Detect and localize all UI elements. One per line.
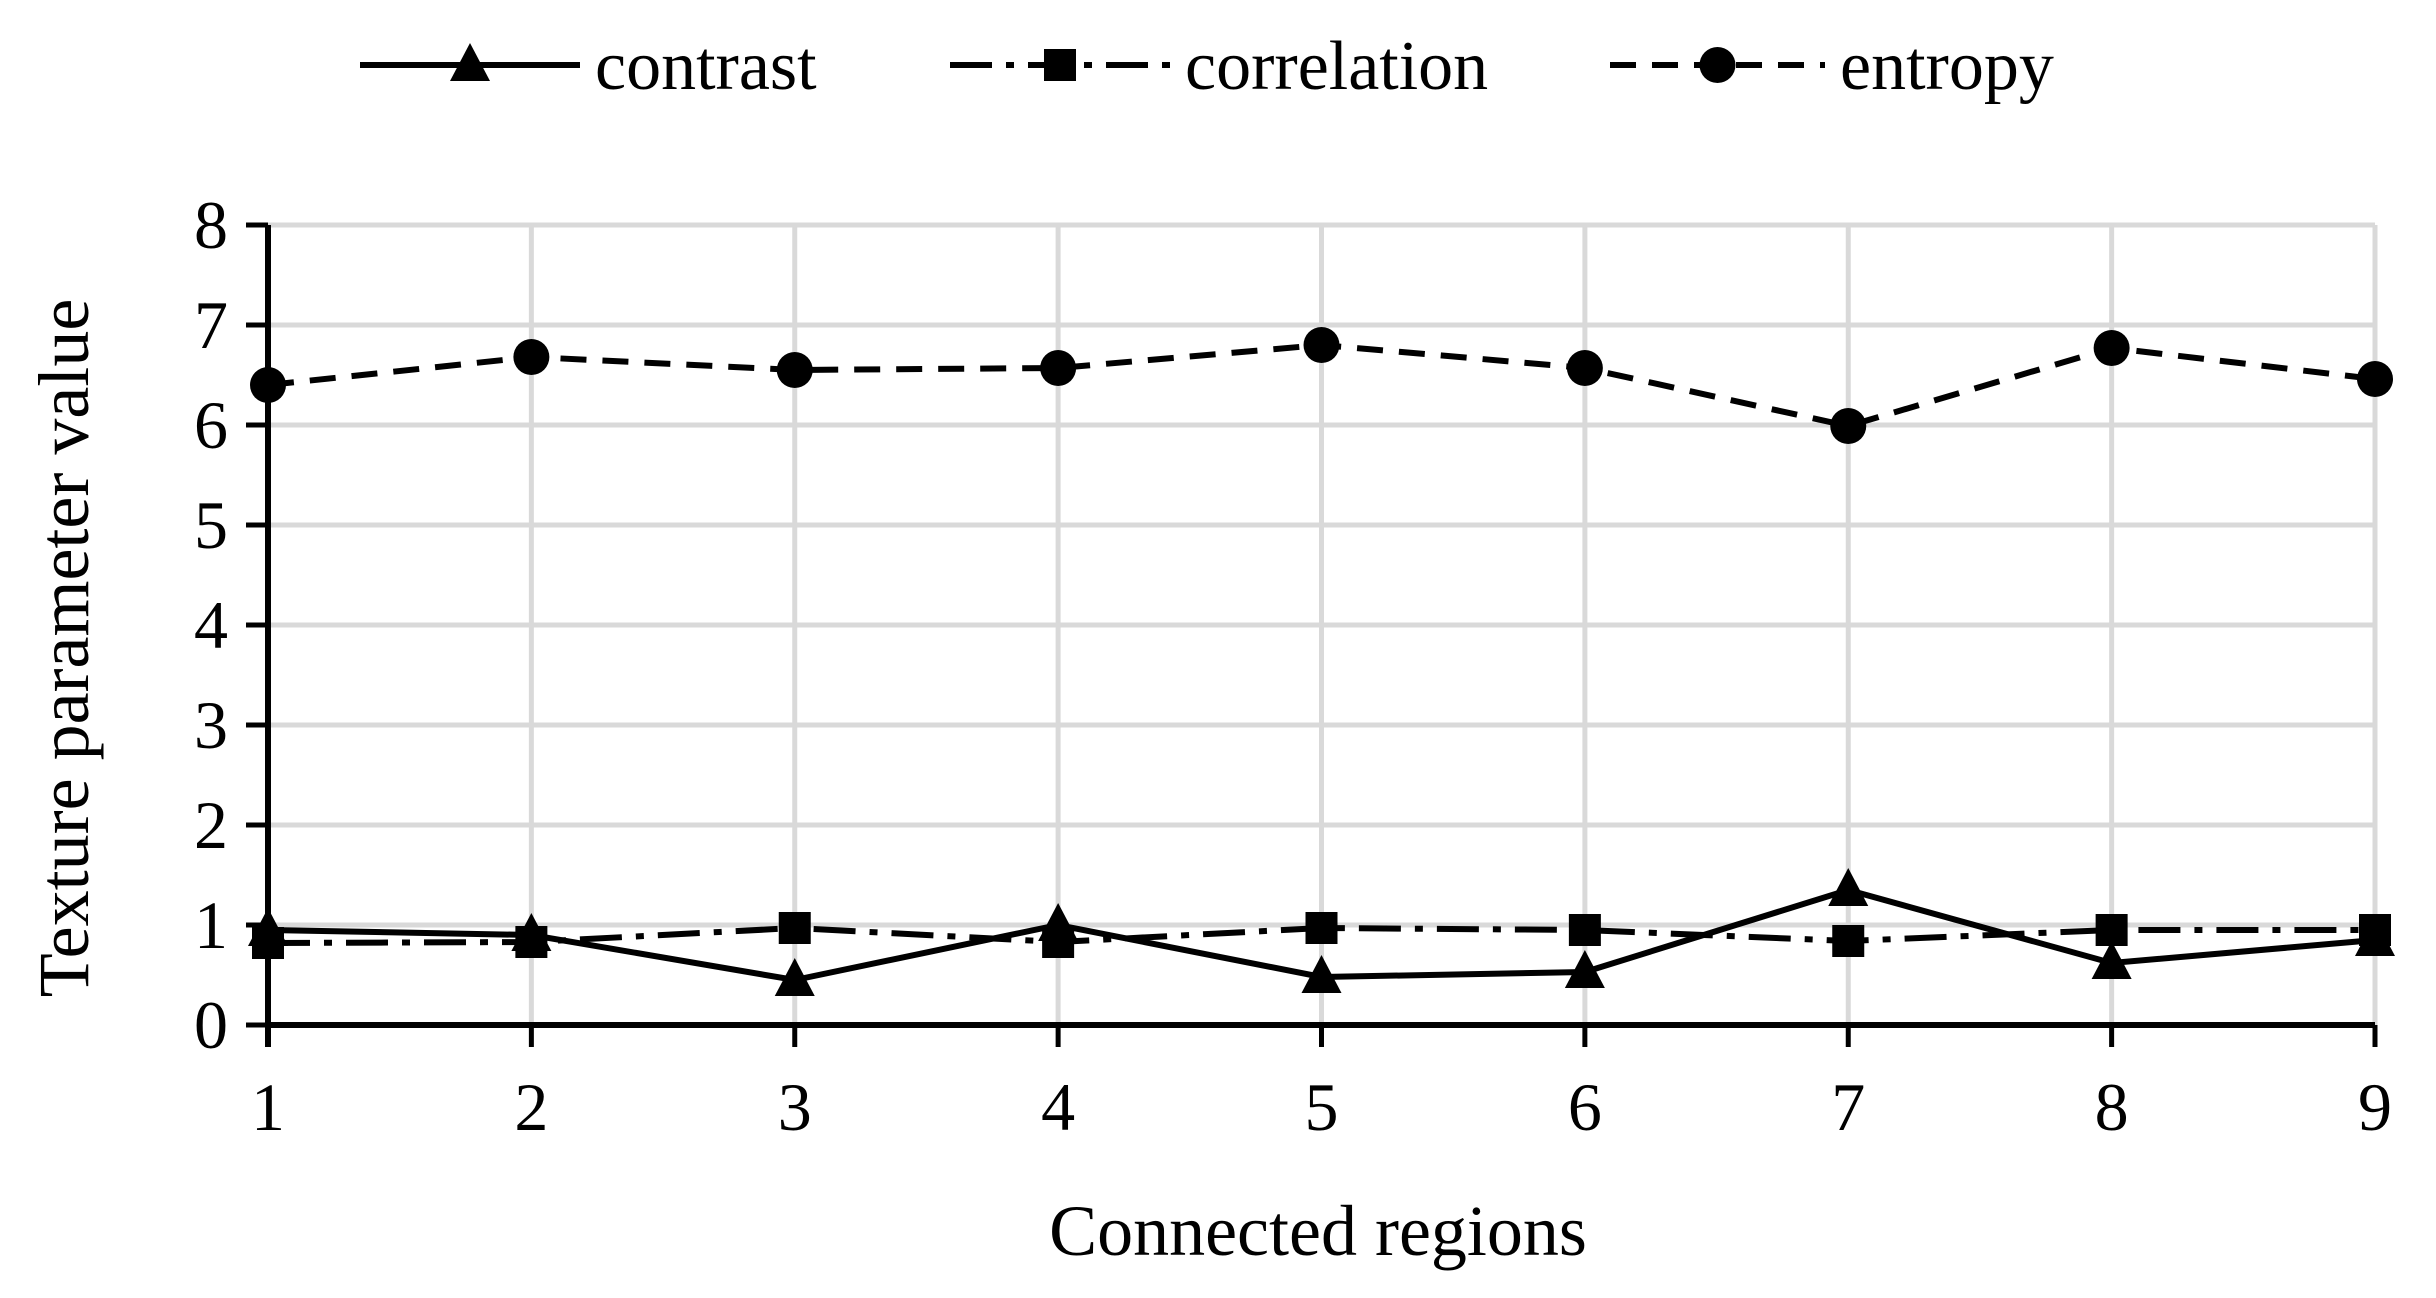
legend-marker-contrast — [450, 43, 490, 81]
x-tick-label: 3 — [778, 1069, 812, 1145]
x-tick-label: 8 — [2095, 1069, 2129, 1145]
data-point-contrast — [1828, 868, 1869, 906]
x-tick-label: 1 — [251, 1069, 285, 1145]
y-tick-label: 1 — [194, 887, 228, 963]
legend-item-contrast: contrast — [360, 28, 817, 105]
data-point-contrast — [774, 958, 815, 996]
y-tick-label: 3 — [194, 687, 228, 763]
series-entropy — [250, 327, 2393, 444]
legend-label-entropy: entropy — [1840, 28, 2054, 105]
data-point-entropy — [2093, 330, 2130, 366]
data-point-correlation — [2359, 914, 2391, 946]
data-point-entropy — [1303, 327, 1340, 363]
y-tick-label: 7 — [194, 287, 228, 363]
data-point-correlation — [515, 926, 548, 958]
y-tick-label: 8 — [194, 187, 228, 263]
data-point-entropy — [2357, 361, 2393, 397]
data-point-correlation — [1568, 914, 1601, 946]
data-point-entropy — [1830, 408, 1867, 444]
legend-item-correlation: correlation — [950, 28, 1488, 105]
x-tick-label: 7 — [1831, 1069, 1865, 1145]
x-tick-label: 6 — [1568, 1069, 1602, 1145]
y-tick-label: 6 — [194, 387, 228, 463]
data-point-entropy — [513, 339, 550, 375]
data-point-correlation — [778, 912, 811, 944]
x-tick-label: 9 — [2358, 1069, 2392, 1145]
series-layer — [248, 327, 2395, 996]
data-point-correlation — [2095, 914, 2128, 946]
x-tick-label: 5 — [1305, 1069, 1339, 1145]
data-point-entropy — [1566, 350, 1603, 386]
legend-label-contrast: contrast — [595, 28, 817, 105]
legend-label-correlation: correlation — [1185, 28, 1488, 105]
y-tick-label: 0 — [194, 987, 228, 1063]
data-point-contrast — [1564, 950, 1605, 988]
data-point-correlation — [1042, 926, 1075, 958]
legend-item-entropy: entropy — [1610, 28, 2054, 105]
data-point-entropy — [776, 352, 813, 388]
data-point-contrast — [2091, 941, 2132, 979]
data-point-correlation — [252, 927, 284, 959]
x-tick-label: 4 — [1041, 1069, 1075, 1145]
y-tick-label: 4 — [194, 587, 228, 663]
x-axis-title: Connected regions — [1049, 1191, 1587, 1271]
data-point-correlation — [1305, 912, 1338, 944]
data-point-entropy — [250, 367, 286, 403]
data-point-correlation — [1832, 925, 1865, 957]
series-correlation — [252, 912, 2391, 959]
legend-marker-entropy — [1699, 47, 1736, 83]
y-tick-label: 2 — [194, 787, 228, 863]
y-axis-title: Texture parameter value — [24, 299, 104, 998]
y-tick-label: 5 — [194, 487, 228, 563]
data-point-entropy — [1040, 350, 1077, 386]
legend: contrast correlation entropy — [360, 28, 2054, 105]
legend-marker-correlation — [1044, 49, 1076, 81]
data-point-contrast — [1301, 955, 1342, 993]
x-tick-label: 2 — [514, 1069, 548, 1145]
